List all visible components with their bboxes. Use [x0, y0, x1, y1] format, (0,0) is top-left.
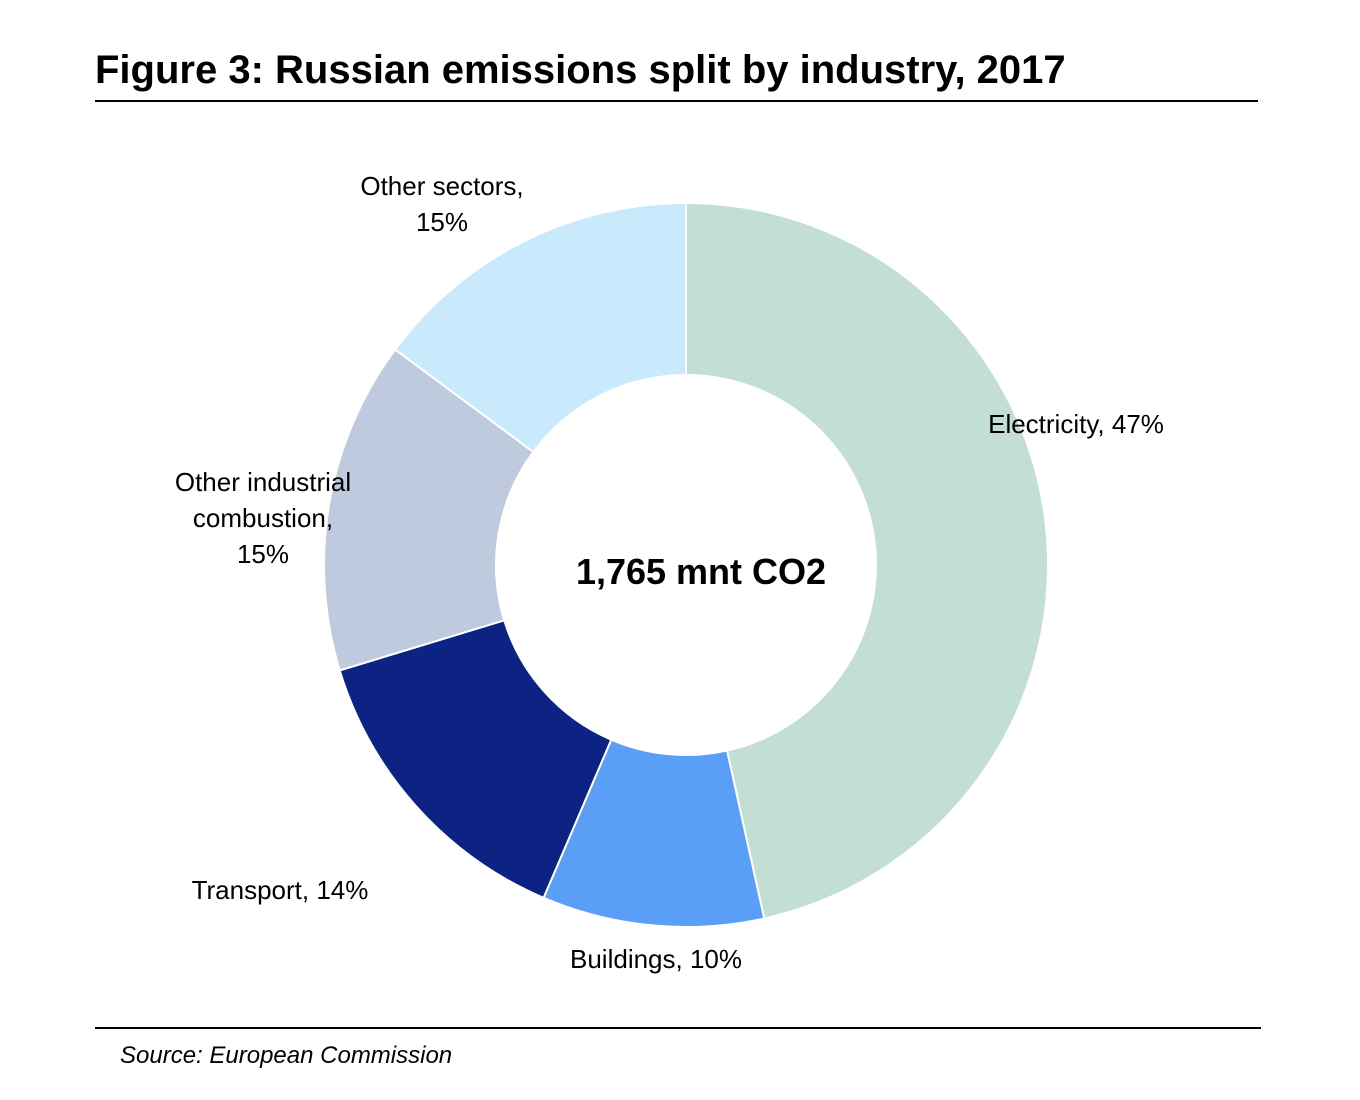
donut-center-total: 1,765 mnt CO2 [575, 551, 827, 592]
title-underline [95, 100, 1258, 102]
footer-rule [95, 1027, 1261, 1029]
donut-slice-other-sectors [393, 201, 687, 454]
slice-label-electricity: Electricity, 47% [988, 409, 1164, 439]
slice-label-buildings: Buildings, 10% [570, 944, 742, 974]
donut-slice-other-industrial-combustion [323, 348, 535, 672]
source-note: Source: European Commission [120, 1042, 453, 1069]
donut-slice-electricity [685, 201, 1049, 920]
slice-label-other-industrial-combustion: Other industrial combustion, 15% [174, 467, 352, 569]
slice-label-transport: Transport, 14% [191, 875, 369, 905]
chart-title: Figure 3: Russian emissions split by ind… [95, 48, 1066, 92]
slice-label-other-sectors: Other sectors, 15% [360, 171, 524, 237]
donut-slice-transport [338, 619, 613, 900]
